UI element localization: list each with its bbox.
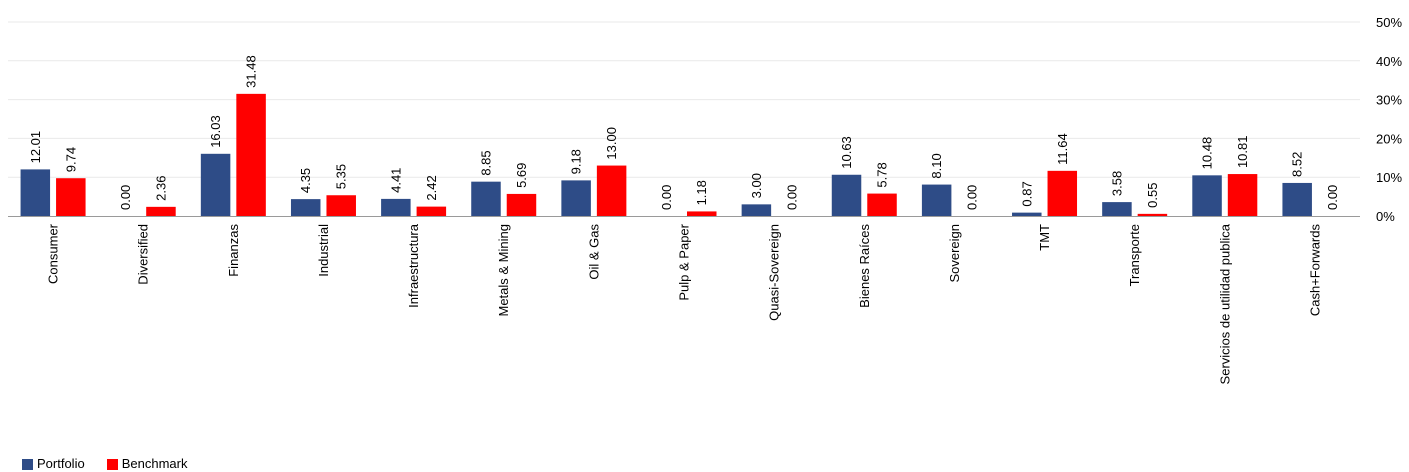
bar-benchmark-consumer xyxy=(56,178,86,216)
legend-label-portfolio: Portfolio xyxy=(37,456,85,471)
bar-benchmark-finanzas xyxy=(236,93,266,216)
bar-benchmark-pulp-paper xyxy=(687,211,717,216)
x-tick-label-infraestructura: Infraestructura xyxy=(406,223,421,308)
value-label-portfolio-oil-gas: 9.18 xyxy=(569,149,584,174)
value-labels: 12.01 9.74 0.00 2.36 16.03 31.48 4.35 5.35 4.41 2… xyxy=(28,55,1340,210)
value-label-portfolio-infraestructura: 4.41 xyxy=(388,168,403,193)
bar-benchmark-industrial xyxy=(326,195,356,216)
value-label-portfolio-bienes-ra-ces: 10.63 xyxy=(839,136,854,169)
value-label-benchmark-tmt: 11.64 xyxy=(1055,133,1070,165)
x-tick-label-sovereign: Sovereign xyxy=(947,224,962,283)
value-label-benchmark-consumer: 9.74 xyxy=(63,147,78,172)
bar-portfolio-transporte xyxy=(1102,202,1132,216)
y-tick-label: 20% xyxy=(1376,131,1402,146)
bar-benchmark-bienes-ra-ces xyxy=(867,193,897,216)
y-axis-ticks: 0% 10% 20% 30% 40% 50% xyxy=(1376,15,1402,224)
value-label-portfolio-metals-mining: 8.85 xyxy=(478,150,493,175)
value-label-portfolio-cash-forwards: 8.52 xyxy=(1290,152,1305,177)
x-tick-label-cash-forwards: Cash+Forwards xyxy=(1307,224,1322,317)
bar-benchmark-servicios-de-utilidad-publica xyxy=(1227,174,1258,216)
bar-portfolio-finanzas xyxy=(200,153,231,216)
x-tick-label-transporte: Transporte xyxy=(1127,224,1142,286)
x-tick-label-servicios-de-utilidad-publica: Servicios de utilidad publica xyxy=(1217,223,1232,384)
value-label-portfolio-sovereign: 8.10 xyxy=(929,153,944,178)
bar-portfolio-quasi-sovereign xyxy=(741,204,772,216)
bar-portfolio-servicios-de-utilidad-publica xyxy=(1192,175,1222,216)
x-tick-label-industrial: Industrial xyxy=(316,224,331,277)
bar-benchmark-infraestructura xyxy=(416,206,447,216)
value-label-benchmark-pulp-paper: 1.18 xyxy=(694,180,709,205)
x-tick-label-finanzas: Finanzas xyxy=(226,224,241,277)
x-tick-label-bienes-ra-ces: Bienes Raíces xyxy=(857,224,872,308)
value-label-benchmark-industrial: 5.35 xyxy=(334,164,349,189)
legend-label-benchmark: Benchmark xyxy=(121,456,188,471)
legend-swatch-benchmark xyxy=(106,458,118,470)
bar-portfolio-sovereign xyxy=(921,184,952,216)
value-label-portfolio-tmt: 0.87 xyxy=(1019,181,1034,206)
bar-benchmark-oil-gas xyxy=(596,165,627,216)
bar-portfolio-oil-gas xyxy=(561,180,591,216)
legend: Portfolio Benchmark xyxy=(22,457,209,471)
y-tick-label: 0% xyxy=(1376,209,1395,224)
legend-item-portfolio: Portfolio xyxy=(22,457,85,471)
bar-portfolio-tmt xyxy=(1012,212,1042,216)
x-tick-label-consumer: Consumer xyxy=(46,223,61,284)
bar-portfolio-consumer xyxy=(20,169,51,216)
value-label-portfolio-transporte: 3.58 xyxy=(1109,171,1124,196)
bar-benchmark-diversified xyxy=(146,206,176,216)
value-label-benchmark-cash-forwards: 0.00 xyxy=(1325,185,1340,210)
y-tick-label: 30% xyxy=(1376,93,1402,108)
x-tick-label-oil-gas: Oil & Gas xyxy=(586,224,601,280)
legend-item-benchmark: Benchmark xyxy=(106,456,188,471)
value-label-benchmark-quasi-sovereign: 0.00 xyxy=(784,185,799,210)
value-label-benchmark-transporte: 0.55 xyxy=(1145,183,1160,208)
value-label-portfolio-consumer: 12.01 xyxy=(28,131,43,164)
y-tick-label: 10% xyxy=(1376,170,1402,185)
x-axis-ticks: Consumer Diversified Finanzas Industrial Inf… xyxy=(46,223,1323,384)
value-label-benchmark-servicios-de-utilidad-publica: 10.81 xyxy=(1235,136,1250,169)
y-tick-label: 50% xyxy=(1376,15,1402,30)
bar-benchmark-transporte xyxy=(1137,213,1168,216)
value-label-portfolio-quasi-sovereign: 3.00 xyxy=(749,173,764,198)
value-label-benchmark-infraestructura: 2.42 xyxy=(424,175,439,200)
value-label-benchmark-oil-gas: 13.00 xyxy=(604,127,619,160)
bar-benchmark-metals-mining xyxy=(506,193,537,216)
value-label-benchmark-metals-mining: 5.69 xyxy=(514,163,529,188)
bar-portfolio-bienes-ra-ces xyxy=(831,174,862,216)
value-label-benchmark-finanzas: 31.48 xyxy=(244,55,259,88)
x-tick-label-tmt: TMT xyxy=(1037,224,1052,251)
value-label-benchmark-sovereign: 0.00 xyxy=(965,185,980,210)
value-label-portfolio-diversified: 0.00 xyxy=(118,185,133,210)
gridlines xyxy=(8,21,1360,178)
bar-portfolio-industrial xyxy=(290,199,321,216)
bar-portfolio-cash-forwards xyxy=(1282,182,1312,216)
bar-portfolio-infraestructura xyxy=(381,198,411,216)
x-tick-label-quasi-sovereign: Quasi-Sovereign xyxy=(767,224,782,321)
x-tick-label-pulp-paper: Pulp & Paper xyxy=(677,223,692,300)
value-label-benchmark-bienes-ra-ces: 5.78 xyxy=(875,162,890,187)
bar-portfolio-metals-mining xyxy=(471,181,501,216)
x-tick-label-diversified: Diversified xyxy=(136,224,151,285)
legend-swatch-portfolio xyxy=(22,458,33,470)
y-tick-label: 40% xyxy=(1376,54,1402,69)
bars xyxy=(20,93,1312,216)
value-label-portfolio-finanzas: 16.03 xyxy=(208,115,223,148)
value-label-portfolio-pulp-paper: 0.00 xyxy=(659,185,674,210)
bar-benchmark-tmt xyxy=(1047,170,1078,216)
value-label-portfolio-industrial: 4.35 xyxy=(298,168,313,193)
value-label-portfolio-servicios-de-utilidad-publica: 10.48 xyxy=(1200,137,1215,170)
value-label-benchmark-diversified: 2.36 xyxy=(153,176,168,201)
x-tick-label-metals-mining: Metals & Mining xyxy=(496,224,511,316)
